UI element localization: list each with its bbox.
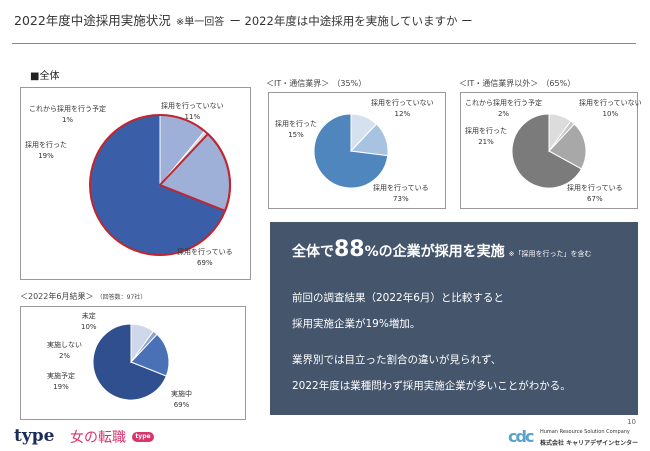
- type-badge-logo: type: [132, 432, 154, 442]
- non-it-label-main: 採用を行っている 67%: [567, 184, 623, 204]
- pie-slice-2: [130, 333, 170, 377]
- onna-no-tenshoku-logo: 女の転職: [70, 430, 126, 446]
- june-pie-panel: 未定 10% 実施しない 2% 実施予定 19% 実施中 69%: [20, 306, 246, 420]
- overall-section-label: ■全体: [30, 71, 60, 82]
- june-pie-chart: [92, 323, 170, 401]
- page-title: 2022年度中途採用実施状況: [14, 13, 171, 28]
- summary-headline: 全体で88%の企業が採用を実施 ※「採用を行った」を含む: [292, 237, 592, 262]
- summary-note: ※「採用を行った」を含む: [508, 250, 592, 258]
- summary-line-3: 業界別では目立った割合の違いが見られず、: [292, 354, 502, 366]
- answer-type-note: ※単一回答: [175, 17, 225, 28]
- overall-pie-chart: [89, 114, 231, 256]
- survey-question: ー 2022年度は中途採用を実施していますか ー: [229, 14, 473, 28]
- non-it-pie-panel: 採用を行っていない 10% これから採用を行う予定 2% 採用を行った 21% 採用を…: [460, 92, 642, 209]
- it-pie-panel: 採用を行っていない 12% 採用を行った 15% 採用を行っている 73%: [268, 92, 446, 209]
- page-header: 2022年度中途採用実施状況 ※単一回答 ー 2022年度は中途採用を実施してい…: [14, 10, 473, 29]
- header-divider: [12, 43, 636, 44]
- page-number: 10: [627, 418, 636, 426]
- non-it-pie-chart: [511, 113, 587, 189]
- pie-slice-4: [548, 113, 572, 153]
- june-section-label: ＜2022年6月結果＞ （回答数：97社）: [20, 292, 147, 301]
- summary-box: 全体で88%の企業が採用を実施 ※「採用を行った」を含む 前回の調査結果（2022…: [270, 222, 638, 415]
- it-label-not: 採用を行っていない 12%: [371, 99, 434, 119]
- overall-label-not: 採用を行っていない 11%: [161, 102, 224, 122]
- non-it-label-done: 採用を行った 21%: [465, 127, 507, 147]
- overall-label-plan: これから採用を行う予定 1%: [29, 105, 106, 125]
- cdc-logo-icon: cdc: [508, 427, 534, 446]
- summary-line-1: 前回の調査結果（2022年6月）と比較すると: [292, 292, 504, 304]
- overall-label-main: 採用を行っている 69%: [177, 248, 233, 268]
- type-logo: type: [14, 426, 55, 446]
- june-label-undecided: 未定 10%: [81, 312, 97, 332]
- june-label-main: 実施中 69%: [171, 390, 192, 410]
- it-label-done: 採用を行った 15%: [275, 120, 317, 140]
- overall-pie-panel: 採用を行っていない 11% これから採用を行う予定 1% 採用を行った 19% 採用を…: [20, 87, 251, 280]
- non-it-label-not: 採用を行っていない 10%: [579, 99, 642, 119]
- summary-line-2: 採用実施企業が19%増加。: [292, 318, 421, 330]
- pie-slice-1: [92, 323, 167, 401]
- company-name-en: Human Resource Solution Company: [540, 429, 630, 435]
- it-label-main: 採用を行っている 73%: [373, 184, 429, 204]
- pie-slice-1: [511, 113, 583, 189]
- pie-slice-3: [350, 113, 378, 153]
- june-label-plan: 実施予定 19%: [47, 372, 75, 392]
- company-name-jp: 株式会社 キャリアデザインセンター: [540, 440, 639, 447]
- done-slice-highlight: [158, 132, 231, 213]
- it-section-label: ＜IT・通信業界＞ （35%）: [266, 79, 367, 88]
- summary-big-number: 88: [334, 237, 365, 262]
- pie-slice-2: [548, 123, 587, 170]
- summary-line-4: 2022年度は業種問わず採用実施企業が多いことがわかる。: [292, 380, 571, 392]
- non-it-section-label: ＜IT・通信業界以外＞ （65%）: [459, 79, 576, 88]
- june-label-not: 実施しない 2%: [47, 341, 82, 361]
- overall-label-done: 採用を行った 19%: [25, 141, 67, 161]
- it-pie-chart: [313, 113, 389, 189]
- non-it-label-plan: これから採用を行う予定 2%: [465, 99, 542, 119]
- pie-slice-4: [130, 323, 155, 364]
